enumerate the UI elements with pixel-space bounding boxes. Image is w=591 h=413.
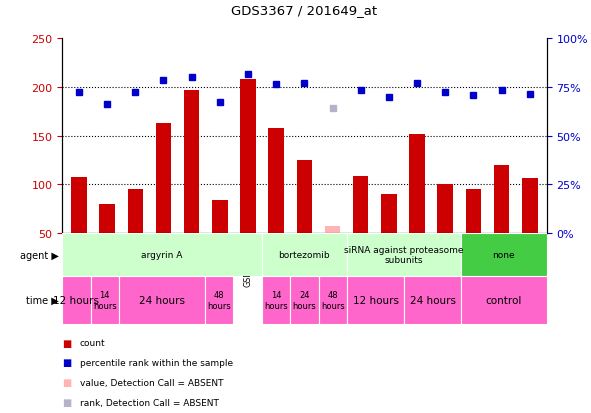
Bar [319,277,347,324]
Text: ■: ■ [62,377,72,387]
Text: rank, Detection Call = ABSENT: rank, Detection Call = ABSENT [80,398,219,407]
Text: 12 hours: 12 hours [353,295,399,306]
Text: none: none [493,251,515,259]
Text: ■: ■ [62,397,72,407]
Bar [268,128,284,282]
Text: 48
hours: 48 hours [321,291,345,310]
Text: 12 hours: 12 hours [53,295,99,306]
Text: control: control [486,295,522,306]
Text: ■: ■ [62,338,72,348]
Text: agent ▶: agent ▶ [20,250,59,260]
Text: count: count [80,338,105,347]
Bar [262,233,347,277]
Bar [466,190,481,282]
Text: value, Detection Call = ABSENT: value, Detection Call = ABSENT [80,378,223,387]
Bar [522,179,538,282]
Text: bortezomib: bortezomib [278,251,330,259]
Text: 14
hours: 14 hours [264,291,288,310]
Bar [204,277,233,324]
Bar [353,177,368,282]
Bar [347,233,461,277]
Bar [381,195,397,282]
Bar [212,200,228,282]
Text: percentile rank within the sample: percentile rank within the sample [80,358,233,367]
Bar [437,185,453,282]
Bar [62,233,262,277]
Bar [297,161,312,282]
Text: siRNA against proteasome
subunits: siRNA against proteasome subunits [345,245,464,265]
Text: argyrin A: argyrin A [141,251,183,259]
Bar [404,277,461,324]
Bar [494,165,509,282]
Bar [347,277,404,324]
Bar [461,277,547,324]
Bar [119,277,204,324]
Bar [184,91,199,282]
Text: GDS3367 / 201649_at: GDS3367 / 201649_at [231,4,378,17]
Text: time ▶: time ▶ [27,295,59,306]
Bar [71,178,87,282]
Bar [62,277,90,324]
Text: 24
hours: 24 hours [293,291,316,310]
Bar [461,233,547,277]
Text: 48
hours: 48 hours [207,291,230,310]
Bar [262,277,290,324]
Bar [128,190,143,282]
Bar [410,134,425,282]
Bar [290,277,319,324]
Text: 24 hours: 24 hours [410,295,456,306]
Text: ■: ■ [62,358,72,368]
Bar [90,277,119,324]
Bar [156,123,171,282]
Bar [241,80,256,282]
Text: 24 hours: 24 hours [139,295,185,306]
Bar [99,204,115,282]
Bar [325,227,340,282]
Text: 14
hours: 14 hours [93,291,116,310]
